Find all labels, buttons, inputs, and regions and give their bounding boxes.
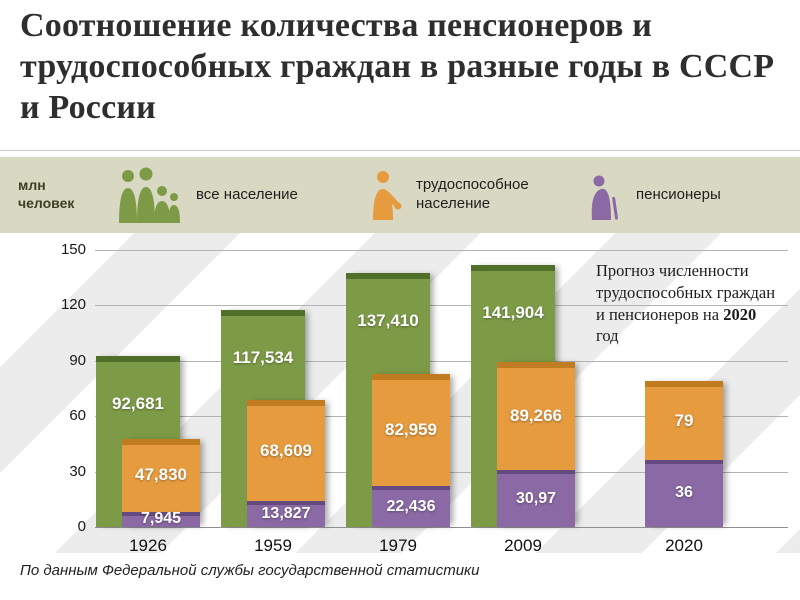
forecast-annotation-text: Прогноз численности трудоспособных гражд… [596, 261, 776, 324]
y-axis-tick-label: 150 [60, 241, 86, 258]
bar-top-shade [497, 469, 575, 474]
bar-value-label-pensioners: 36 [675, 484, 693, 502]
bar-value-label-population: 141,904 [482, 303, 544, 322]
y-axis-tick-label: 30 [69, 462, 86, 480]
bar-value-label-pensioners: 13,827 [261, 505, 311, 523]
bar-top-shade [247, 400, 325, 407]
bar-top-shade [645, 460, 723, 465]
legend-item-population: все население [116, 157, 306, 233]
bar-pensioners-segment: 36 [645, 460, 723, 527]
y-axis-unit-label: млн человек [18, 177, 75, 212]
bar-value-label-working: 68,609 [260, 440, 312, 460]
bar-top-shade [471, 265, 555, 271]
x-axis-label: 2009 [504, 536, 542, 555]
bar-top-shade [497, 362, 575, 369]
people-group-icon [116, 167, 182, 223]
source-note: По данным Федеральной службы государстве… [20, 562, 480, 579]
legend-label-population: все население [196, 185, 298, 203]
bar-top-shade [372, 485, 450, 490]
bar-top-shade [96, 355, 180, 362]
bar-working-population: 68,609 13,827 [247, 400, 325, 527]
bar-working-population: 82,959 22,436 [372, 373, 450, 527]
y-axis-tick-label: 90 [69, 351, 86, 369]
bar-pensioners-segment: 22,436 [372, 485, 450, 527]
bar-working-population: 89,266 30,97 [497, 362, 575, 527]
legend-label-pensioners: пенсионеры [636, 185, 721, 203]
gridline-150 [95, 250, 788, 251]
x-axis-label: 1926 [129, 536, 167, 555]
page-title: Соотношение количества пенсионеров и тру… [20, 7, 775, 126]
bar-top-shade [645, 381, 723, 388]
forecast-annotation-year: 2020 [723, 304, 757, 324]
x-axis-label: 1979 [379, 536, 417, 555]
worker-icon [368, 170, 402, 220]
legend-band: млн человек все население [0, 157, 800, 233]
x-axis-label: 1959 [254, 536, 292, 555]
bar-value-label-population: 117,534 [232, 348, 294, 367]
bar-pensioners-segment: 13,827 [247, 501, 325, 527]
pensioner-icon [588, 170, 622, 220]
bar-value-label-working: 89,266 [510, 405, 562, 425]
title-divider [0, 150, 800, 151]
bar-pensioners-segment: 7,945 [122, 510, 200, 528]
bar-value-label-working: 82,959 [385, 419, 437, 439]
bar-value-label-working: 79 [674, 410, 694, 430]
bar-value-label-population: 92,681 [112, 393, 164, 413]
y-axis-tick-label: 60 [69, 407, 86, 425]
bar-top-shade [122, 512, 200, 517]
x-axis-label: 2020 [665, 536, 703, 555]
y-axis-tick-label: 0 [77, 518, 86, 535]
bar-top-shade [221, 310, 305, 316]
bar-pensioners-segment: 30,97 [497, 469, 575, 527]
bar-value-label-pensioners: 22,436 [386, 497, 436, 515]
legend-item-working: трудоспособное население [368, 157, 544, 233]
bar-working-population: 79 36 [645, 381, 723, 527]
legend-label-working: трудоспособное население [416, 176, 529, 212]
y-axis-tick-label: 120 [60, 296, 86, 314]
gridline-0 [95, 527, 788, 528]
bar-top-shade [247, 501, 325, 506]
bar-value-label-pensioners: 7,945 [140, 510, 182, 528]
bar-value-label-pensioners: 30,97 [515, 489, 557, 507]
forecast-annotation-suffix: год [596, 326, 619, 346]
forecast-annotation: Прогноз численности трудоспособных гражд… [596, 260, 778, 347]
bar-value-label-population: 137,410 [357, 311, 419, 331]
bar-top-shade [346, 273, 430, 280]
gridline-90 [95, 360, 788, 362]
bar-working-population: 47,830 7,945 [122, 438, 200, 528]
bar-top-shade [122, 438, 200, 445]
legend-item-pensioners: пенсионеры [588, 157, 736, 233]
bar-top-shade [372, 373, 450, 380]
gridline-120 [95, 305, 788, 307]
bar-value-label-working: 47,830 [135, 465, 187, 485]
